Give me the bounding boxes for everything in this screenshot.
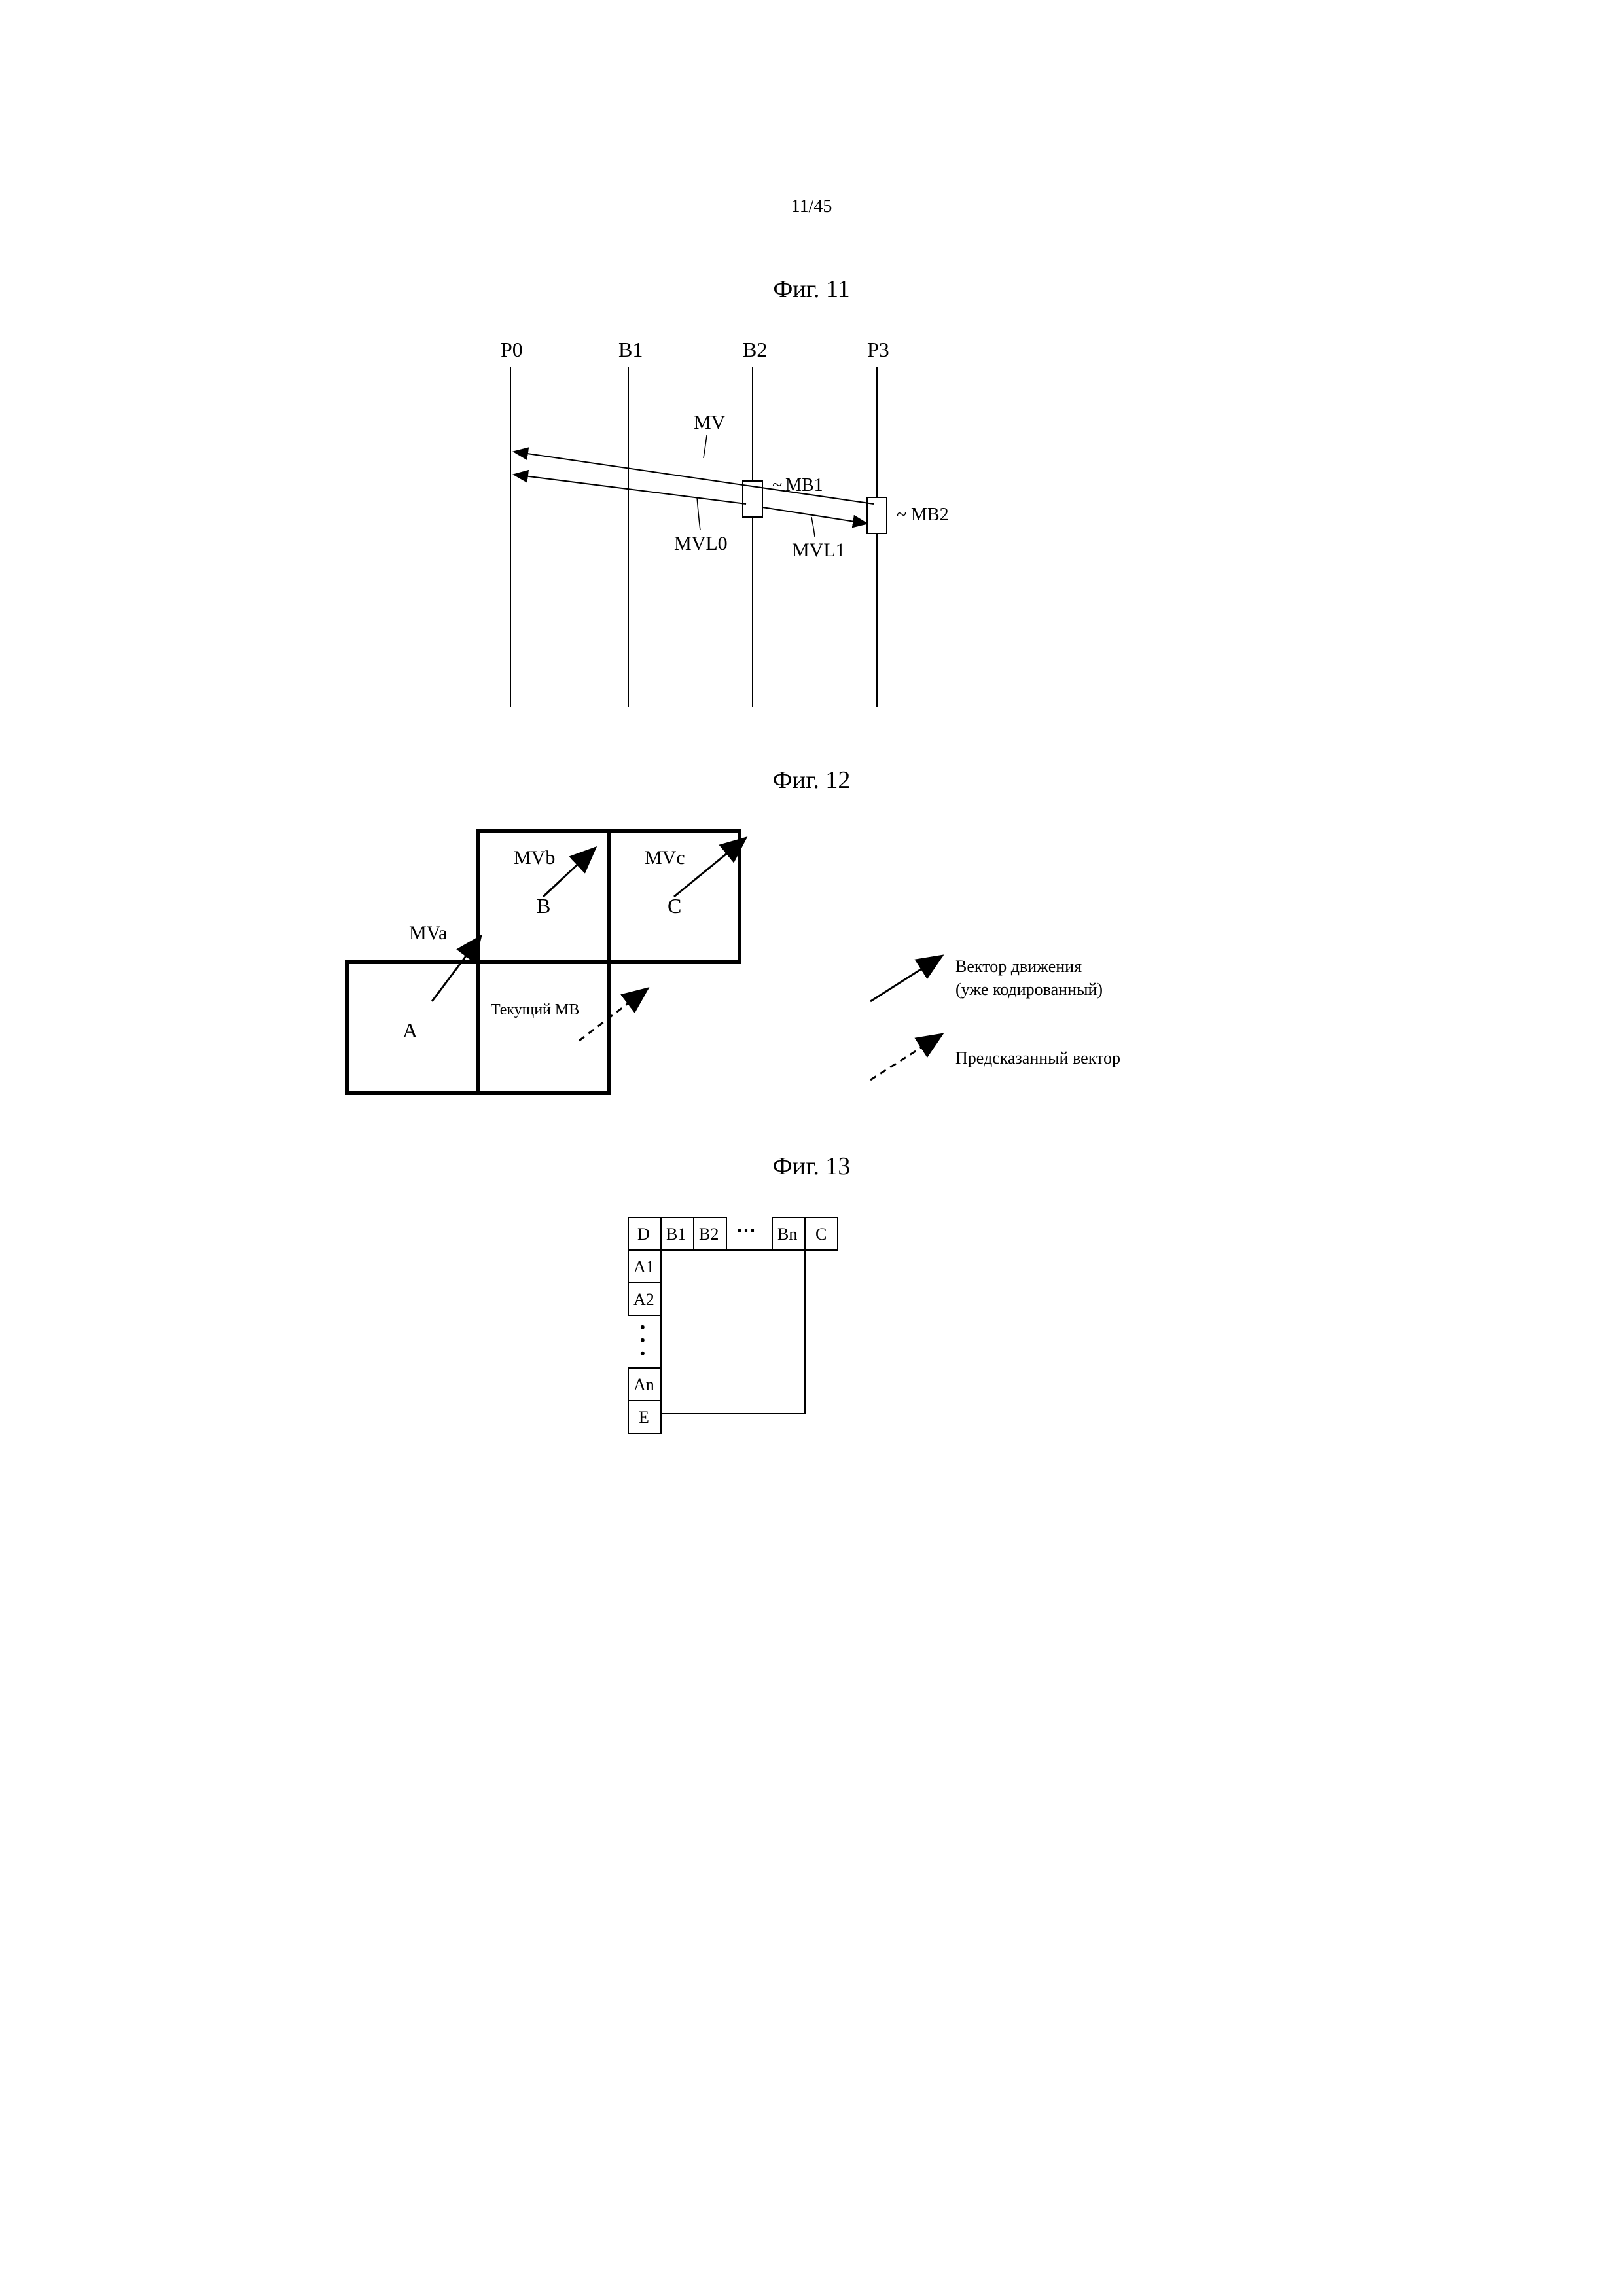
fig11-title: Фиг. 11	[773, 275, 849, 304]
fig12-legend-motion-vector: Вектор движения	[955, 957, 1082, 976]
fig11-mb2-text: MB2	[911, 505, 949, 525]
fig13-svg: D B1 B2 ⋯ Bn C A1 A2 • • • An E	[596, 1204, 988, 1499]
fig13-a2-label: A2	[633, 1290, 654, 1309]
fig13-title: Фиг. 13	[773, 1152, 851, 1181]
fig12-legend-dashed-arrow	[870, 1034, 942, 1080]
fig13-c-label: C	[815, 1225, 827, 1244]
fig13-bn-label: Bn	[777, 1225, 797, 1244]
fig12-a-label: A	[402, 1018, 418, 1042]
fig12-mva-label: MVa	[409, 922, 447, 944]
fig11-mvl1-label: MVL1	[792, 539, 846, 561]
fig11-diagram: P0 B1 B2 P3 MV MVL0 MVL1 ~ MB1 ~ MB2	[445, 327, 1034, 749]
fig13-e-label: E	[639, 1408, 649, 1427]
fig13-b1-label: B1	[666, 1225, 686, 1244]
fig12-c-label: C	[668, 894, 681, 918]
fig11-mv-label: MV	[694, 412, 726, 433]
fig13-a1-label: A1	[633, 1257, 654, 1276]
fig13-b2-label: B2	[699, 1225, 719, 1244]
fig12-legend-solid-arrow	[870, 956, 942, 1001]
fig13-dots-top: ⋯	[736, 1220, 756, 1242]
fig12-mvc-label: MVc	[645, 847, 685, 869]
fig12-title: Фиг. 12	[773, 766, 851, 795]
fig12-b-label: B	[537, 894, 550, 918]
fig13-main-cell	[661, 1250, 805, 1414]
fig13-d-label: D	[637, 1225, 650, 1244]
fig12-diagram: A B C Текущий MB MVa MVb MVc Вектор движ…	[281, 812, 1263, 1155]
fig11-b2-label: B2	[743, 338, 767, 361]
fig11-b1-label: B1	[618, 338, 643, 361]
fig11-p3-label: P3	[867, 338, 889, 361]
fig11-mvl1-arrow	[762, 507, 867, 524]
fig12-legend-motion-vector-sub: (уже кодированный)	[955, 980, 1103, 999]
fig11-p0-label: P0	[501, 338, 523, 361]
page-number: 11/45	[791, 196, 832, 217]
fig12-predicted-arrow	[579, 988, 648, 1041]
fig13-an-label: An	[633, 1375, 654, 1394]
fig11-mvl0-label: MVL0	[674, 533, 728, 554]
fig12-svg: A B C Текущий MB MVa MVb MVc Вектор движ…	[281, 812, 1263, 1152]
fig11-mb2-label: ~	[897, 505, 906, 525]
fig11-svg: P0 B1 B2 P3 MV MVL0 MVL1 ~ MB1 ~ MB2	[445, 327, 1034, 746]
fig11-mvl0-arrow	[514, 475, 746, 504]
fig13-diagram: D B1 B2 ⋯ Bn C A1 A2 • • • An E	[596, 1204, 988, 1502]
fig12-legend-predicted-vector: Предсказанный вектор	[955, 1049, 1120, 1067]
fig12-mva-arrow	[432, 936, 481, 1001]
fig11-mb1-label: ~	[772, 475, 782, 495]
fig12-current-label: Текущий MB	[491, 1001, 579, 1018]
fig12-cell-current	[478, 962, 609, 1093]
fig13-vdot3: •	[640, 1345, 645, 1361]
fig12-mvb-label: MVb	[514, 847, 555, 869]
fig11-mb1-text: MB1	[785, 475, 823, 495]
